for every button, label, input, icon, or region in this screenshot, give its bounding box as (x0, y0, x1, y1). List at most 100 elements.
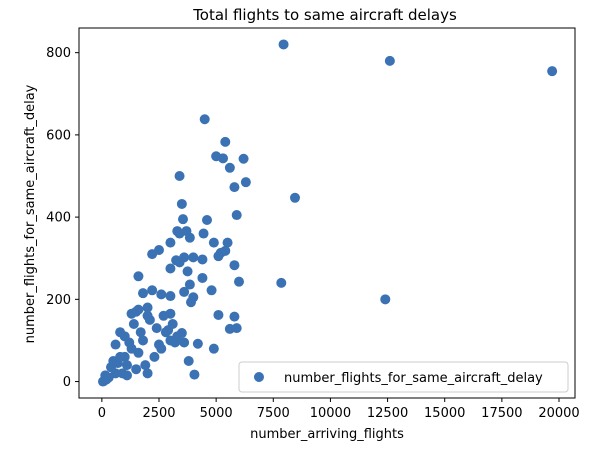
data-point (142, 368, 153, 379)
legend-label: number_flights_for_same_aircraft_delay (284, 371, 543, 386)
data-point (108, 356, 119, 366)
data-point (165, 291, 176, 302)
x-tick-label: 15000 (424, 406, 465, 421)
data-point (165, 263, 176, 274)
data-point (133, 347, 144, 358)
data-point (128, 319, 139, 329)
data-point (184, 279, 195, 290)
data-point (140, 360, 151, 371)
data-point (380, 294, 391, 305)
data-point (184, 232, 195, 243)
data-point (231, 210, 242, 221)
data-point (98, 376, 108, 387)
x-axis-label: number_arriving_flights (250, 427, 404, 442)
data-point (224, 162, 235, 173)
x-tick-label: 20000 (538, 406, 579, 421)
data-point (197, 272, 208, 283)
data-point (174, 228, 185, 239)
data-point (220, 245, 231, 256)
x-tick-label: 2500 (142, 406, 175, 421)
legend-marker (254, 372, 264, 382)
data-point (276, 277, 287, 288)
data-point (165, 237, 176, 248)
data-point (179, 286, 190, 297)
data-point (142, 310, 153, 321)
data-point (147, 285, 158, 296)
data-point (176, 198, 187, 209)
data-point (186, 297, 196, 308)
data-point (202, 214, 212, 225)
data-point (135, 327, 146, 338)
data-point (213, 251, 224, 262)
data-point (160, 327, 171, 338)
data-point (122, 370, 132, 381)
y-tick-label: 400 (46, 211, 71, 226)
data-point (131, 306, 142, 317)
data-point (158, 310, 169, 321)
data-point (213, 309, 224, 320)
data-point (131, 364, 142, 375)
data-point (147, 249, 158, 260)
y-tick-label: 200 (46, 293, 71, 308)
x-tick-label: 0 (98, 406, 106, 421)
data-point (182, 266, 193, 277)
legend-box (238, 361, 569, 393)
data-point (183, 356, 194, 366)
data-point (165, 335, 176, 346)
x-tick-label: 5000 (200, 406, 233, 421)
data-point (174, 257, 185, 268)
y-axis-label: number_flights_for_same_aircraft_delay (23, 84, 38, 343)
data-point (138, 288, 148, 299)
data-point (222, 237, 233, 248)
data-point (167, 319, 178, 329)
data-point (156, 289, 167, 300)
x-tick-label: 12500 (367, 406, 408, 421)
data-point (199, 114, 210, 125)
legend: number_flights_for_same_aircraft_delay (238, 361, 569, 393)
y-tick-label: 600 (46, 128, 71, 143)
data-point (115, 327, 126, 338)
data-point (119, 351, 130, 362)
data-point (220, 136, 231, 147)
data-point (189, 369, 200, 380)
y-tick-label: 800 (46, 46, 71, 61)
data-point (240, 177, 251, 188)
data-point (384, 55, 395, 66)
x-tick-label: 7500 (257, 406, 290, 421)
data-point (179, 337, 190, 348)
data-points (98, 39, 558, 387)
data-point (142, 302, 153, 313)
data-point (188, 252, 199, 263)
data-point (208, 343, 219, 354)
data-point (149, 351, 160, 362)
y-tick-label: 0 (63, 375, 71, 390)
data-point (290, 192, 300, 203)
data-point (178, 214, 188, 225)
data-point (229, 182, 240, 193)
data-point (206, 285, 217, 296)
data-point (124, 337, 135, 348)
data-point (156, 343, 167, 354)
data-point (238, 153, 249, 164)
data-point (151, 323, 162, 334)
data-point (547, 66, 558, 77)
data-point (198, 228, 209, 239)
x-tick-label: 10000 (310, 406, 351, 421)
data-point (278, 39, 289, 50)
plot-frame (78, 27, 576, 399)
chart-title: Total flights to same aircraft delays (192, 6, 457, 24)
data-point (208, 237, 219, 248)
data-point (197, 254, 208, 265)
data-point (234, 276, 244, 287)
data-point (138, 335, 148, 346)
x-axis-ticks: 0 2500 5000 7500 10000 12500 15000 17500 20000 (98, 398, 580, 421)
data-point (133, 271, 144, 282)
data-point (192, 338, 203, 349)
data-point (218, 153, 228, 164)
data-point (174, 171, 185, 181)
data-point (229, 311, 240, 322)
x-tick-label: 17500 (481, 406, 522, 421)
data-point (229, 260, 240, 271)
data-point (110, 339, 121, 350)
